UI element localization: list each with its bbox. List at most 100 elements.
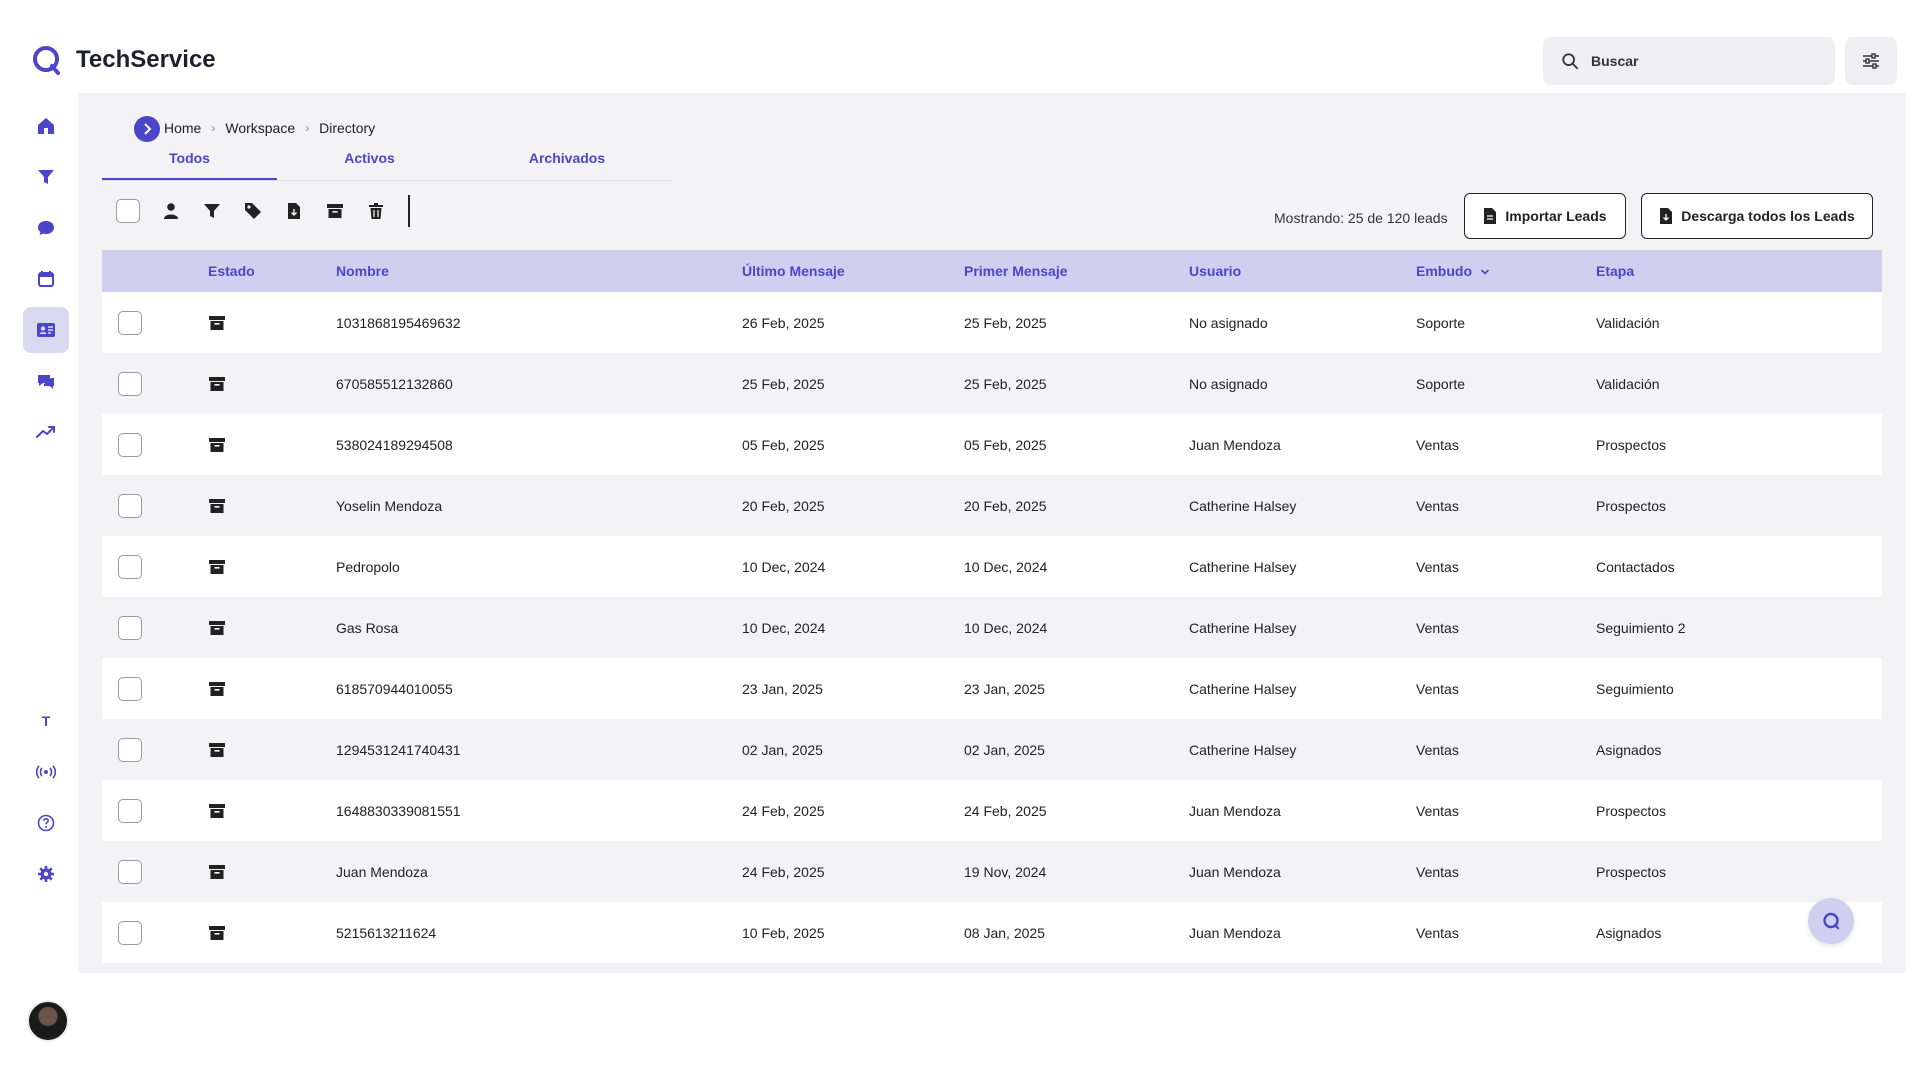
row-checkbox[interactable] bbox=[118, 493, 142, 518]
assigned-user-cell: Juan Mendoza bbox=[1189, 924, 1281, 941]
column-header-nombre[interactable]: Nombre bbox=[336, 263, 389, 279]
search-input[interactable] bbox=[1589, 52, 1813, 70]
sidebar-toggle-button[interactable] bbox=[134, 116, 160, 142]
column-header-embudo-label: Embudo bbox=[1416, 263, 1472, 279]
first-message-date-cell: 08 Jan, 2025 bbox=[964, 924, 1045, 941]
import-leads-label: Importar Leads bbox=[1505, 208, 1607, 224]
archive-status-icon bbox=[209, 925, 225, 940]
search-bar[interactable] bbox=[1543, 37, 1835, 85]
download-all-leads-label: Descarga todos los Leads bbox=[1681, 208, 1855, 224]
archive-status-icon bbox=[209, 315, 225, 330]
assigned-user-cell: Catherine Halsey bbox=[1189, 497, 1297, 514]
app-logo[interactable]: TechService bbox=[30, 44, 216, 76]
sidebar: T bbox=[0, 93, 78, 1042]
sidebar-item-contacts[interactable] bbox=[23, 307, 69, 353]
table-row[interactable]: 1648830339081551 24 Feb, 2025 24 Feb, 2025… bbox=[102, 780, 1882, 841]
row-checkbox[interactable] bbox=[118, 676, 142, 701]
stage-cell: Prospectos bbox=[1596, 436, 1667, 453]
archive-status-icon bbox=[209, 620, 225, 635]
tag-button[interactable] bbox=[243, 201, 263, 221]
breadcrumb-workspace[interactable]: Workspace bbox=[225, 120, 296, 136]
lead-name-cell: Juan Mendoza bbox=[336, 863, 428, 880]
sidebar-item-analytics[interactable] bbox=[23, 409, 69, 455]
home-icon bbox=[38, 118, 54, 134]
assigned-user-cell: Catherine Halsey bbox=[1189, 558, 1297, 575]
chat-assistant-button[interactable] bbox=[1808, 898, 1854, 944]
logo-icon bbox=[33, 46, 60, 75]
table-row[interactable]: 1294531241740431 02 Jan, 2025 02 Jan, 2025… bbox=[102, 719, 1882, 780]
download-all-leads-button[interactable]: Descarga todos los Leads bbox=[1641, 193, 1873, 239]
assigned-user-cell: Juan Mendoza bbox=[1189, 863, 1281, 880]
funnel-cell: Ventas bbox=[1416, 497, 1459, 514]
archive-status-icon bbox=[209, 498, 225, 513]
table-row[interactable]: 5215613211624 10 Feb, 2025 08 Jan, 2025 Jua… bbox=[102, 902, 1882, 963]
breadcrumb-separator-icon: › bbox=[305, 121, 310, 135]
stage-cell: Validación bbox=[1596, 375, 1660, 392]
first-message-date-cell: 02 Jan, 2025 bbox=[964, 741, 1045, 758]
settings-sliders-button[interactable] bbox=[1845, 37, 1897, 85]
row-checkbox[interactable] bbox=[118, 554, 142, 579]
table-row[interactable]: Gas Rosa 10 Dec, 2024 10 Dec, 2024 Catherin… bbox=[102, 597, 1882, 658]
row-checkbox[interactable] bbox=[118, 798, 142, 823]
sidebar-item-home[interactable] bbox=[23, 103, 69, 149]
tab-archivados[interactable]: Archivados bbox=[528, 150, 606, 166]
column-header-usuario[interactable]: Usuario bbox=[1189, 263, 1242, 279]
stage-cell: Prospectos bbox=[1596, 863, 1667, 880]
column-header-ultimo-mensaje[interactable]: Último Mensaje bbox=[742, 263, 845, 279]
tab-activos[interactable]: Activos bbox=[344, 150, 395, 166]
table-row[interactable]: Pedropolo 10 Dec, 2024 10 Dec, 2024 Catheri… bbox=[102, 536, 1882, 597]
last-message-date-cell: 02 Jan, 2025 bbox=[742, 741, 823, 758]
table-header: Estado Nombre Último Mensaje Primer Mens… bbox=[102, 250, 1882, 292]
column-header-primer-mensaje[interactable]: Primer Mensaje bbox=[964, 263, 1068, 279]
sidebar-item-help[interactable] bbox=[23, 800, 69, 846]
sidebar-item-calendar[interactable] bbox=[23, 256, 69, 302]
filter-button[interactable] bbox=[202, 201, 222, 221]
breadcrumb-directory[interactable]: Directory bbox=[319, 120, 376, 136]
table-row[interactable]: Juan Mendoza 24 Feb, 2025 19 Nov, 2024 Juan… bbox=[102, 841, 1882, 902]
select-all-checkbox[interactable] bbox=[116, 199, 140, 223]
column-header-embudo[interactable]: Embudo bbox=[1416, 263, 1490, 279]
row-checkbox[interactable] bbox=[118, 371, 142, 396]
trending-up-icon bbox=[36, 426, 55, 438]
stage-cell: Asignados bbox=[1596, 741, 1662, 758]
archive-button[interactable] bbox=[325, 201, 345, 221]
table-body: 1031868195469632 26 Feb, 2025 25 Feb, 2025… bbox=[102, 292, 1882, 963]
row-checkbox[interactable] bbox=[118, 432, 142, 457]
row-checkbox[interactable] bbox=[118, 615, 142, 640]
stage-cell: Seguimiento bbox=[1596, 680, 1674, 697]
archive-status-icon bbox=[209, 559, 225, 574]
assign-user-button[interactable] bbox=[161, 201, 181, 221]
table-row[interactable]: Yoselin Mendoza 20 Feb, 2025 20 Feb, 2025 C… bbox=[102, 475, 1882, 536]
archive-status-icon bbox=[209, 681, 225, 696]
table-row[interactable]: 538024189294508 05 Feb, 2025 05 Feb, 2025 J… bbox=[102, 414, 1882, 475]
sidebar-item-broadcast[interactable] bbox=[23, 749, 69, 795]
row-checkbox[interactable] bbox=[118, 920, 142, 945]
table-row[interactable]: 670585512132860 25 Feb, 2025 25 Feb, 2025 N… bbox=[102, 353, 1882, 414]
archive-status-icon bbox=[209, 437, 225, 452]
sliders-icon bbox=[1863, 53, 1879, 69]
funnel-cell: Soporte bbox=[1416, 314, 1466, 331]
sidebar-item-templates[interactable]: T bbox=[23, 698, 69, 744]
user-avatar[interactable] bbox=[27, 1000, 69, 1042]
lead-name-cell: 670585512132860 bbox=[336, 375, 453, 392]
breadcrumb-home[interactable]: Home bbox=[164, 120, 202, 136]
chevron-down-icon bbox=[1480, 269, 1490, 275]
row-checkbox[interactable] bbox=[118, 310, 142, 335]
row-checkbox[interactable] bbox=[118, 859, 142, 884]
import-leads-button[interactable]: Importar Leads bbox=[1464, 193, 1626, 239]
table-row[interactable]: 618570944010055 23 Jan, 2025 23 Jan, 2025 C… bbox=[102, 658, 1882, 719]
tab-todos[interactable]: Todos bbox=[102, 150, 277, 180]
stage-cell: Asignados bbox=[1596, 924, 1662, 941]
export-button[interactable] bbox=[284, 201, 304, 221]
settings-icon bbox=[38, 866, 54, 882]
delete-button[interactable] bbox=[366, 201, 386, 221]
sidebar-item-chats[interactable] bbox=[23, 205, 69, 251]
table-row[interactable]: 1031868195469632 26 Feb, 2025 25 Feb, 2025… bbox=[102, 292, 1882, 353]
column-header-etapa[interactable]: Etapa bbox=[1596, 263, 1635, 279]
last-message-date-cell: 26 Feb, 2025 bbox=[742, 314, 825, 331]
row-checkbox[interactable] bbox=[118, 737, 142, 762]
column-header-estado[interactable]: Estado bbox=[208, 263, 255, 279]
sidebar-item-messages[interactable] bbox=[23, 358, 69, 404]
sidebar-item-funnels[interactable] bbox=[23, 154, 69, 200]
sidebar-item-settings[interactable] bbox=[23, 851, 69, 897]
